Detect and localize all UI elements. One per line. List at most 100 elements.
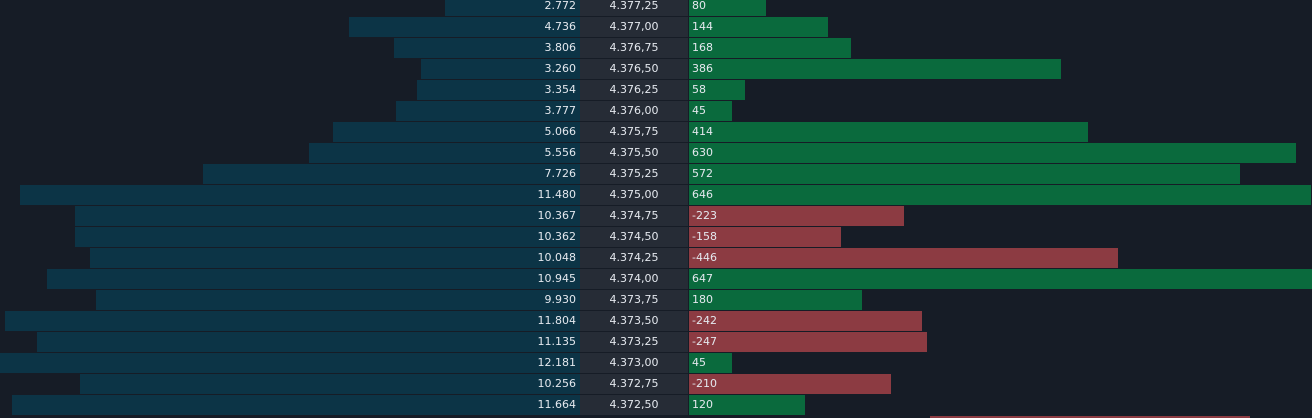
delta-cell[interactable]: 80 (689, 0, 1312, 16)
ladder-row[interactable]: 4.736 4.377,00 144 (0, 17, 1312, 37)
volume-cell[interactable]: 10.048 (0, 248, 580, 268)
ladder-row[interactable]: 10.256 4.372,75 -210 (0, 374, 1312, 394)
price-cell[interactable]: 4.374,25 (580, 248, 688, 268)
ladder-row[interactable]: 3.354 4.376,25 58 (0, 80, 1312, 100)
price-cell[interactable]: 4.374,00 (580, 269, 688, 289)
price-cell[interactable]: 4.376,25 (580, 80, 688, 100)
ladder-row[interactable]: 2.772 4.377,25 80 (0, 0, 1312, 16)
delta-value: -247 (692, 335, 717, 348)
delta-cell[interactable]: 144 (689, 17, 1312, 37)
volume-cell[interactable]: 10.362 (0, 227, 580, 247)
volume-cell[interactable]: 7.726 (0, 164, 580, 184)
volume-value: 3.777 (544, 104, 577, 117)
volume-value: 3.354 (544, 83, 577, 96)
ladder-row[interactable]: 11.135 4.373,25 -247 (0, 332, 1312, 352)
volume-bar (75, 227, 580, 247)
delta-cell[interactable]: 572 (689, 164, 1312, 184)
volume-cell[interactable]: 12.181 (0, 353, 580, 373)
volume-cell[interactable]: 11.664 (0, 395, 580, 415)
volume-cell[interactable]: 10.945 (0, 269, 580, 289)
volume-bar (203, 164, 580, 184)
ladder-row[interactable]: 11.480 4.375,00 646 (0, 185, 1312, 205)
ladder-row[interactable]: 3.260 4.376,50 386 (0, 59, 1312, 79)
volume-cell[interactable]: 9.930 (0, 290, 580, 310)
price-cell[interactable]: 4.376,50 (580, 59, 688, 79)
delta-cell[interactable]: 386 (689, 59, 1312, 79)
price-cell[interactable]: 4.372,75 (580, 374, 688, 394)
delta-cell[interactable]: -223 (689, 206, 1312, 226)
price-cell[interactable]: 4.373,50 (580, 311, 688, 331)
price-cell[interactable]: 4.372,50 (580, 395, 688, 415)
delta-value: 168 (692, 41, 713, 54)
delta-cell[interactable]: 647 (689, 269, 1312, 289)
volume-cell[interactable]: 2.772 (0, 0, 580, 16)
volume-cell[interactable]: 3.777 (0, 101, 580, 121)
ladder-row[interactable]: 11.804 4.373,50 -242 (0, 311, 1312, 331)
delta-value: 45 (692, 356, 706, 369)
delta-cell[interactable]: -247 (689, 332, 1312, 352)
price-cell[interactable]: 4.377,00 (580, 17, 688, 37)
delta-cell[interactable]: 168 (689, 38, 1312, 58)
volume-cell[interactable]: 5.556 (0, 143, 580, 163)
price-cell[interactable]: 4.373,75 (580, 290, 688, 310)
ladder-row[interactable]: 12.181 4.373,00 45 (0, 353, 1312, 373)
delta-cell[interactable]: -446 (689, 248, 1312, 268)
volume-cell[interactable]: 3.806 (0, 38, 580, 58)
price-cell[interactable]: 4.375,75 (580, 122, 688, 142)
volume-cell[interactable]: 11.135 (0, 332, 580, 352)
volume-value: 11.804 (537, 314, 577, 327)
volume-bar (37, 332, 580, 352)
volume-cell[interactable]: 3.260 (0, 59, 580, 79)
delta-bar-positive (689, 185, 1311, 205)
volume-value: 10.945 (537, 272, 577, 285)
delta-cell[interactable]: 58 (689, 80, 1312, 100)
delta-cell[interactable]: 45 (689, 101, 1312, 121)
price-cell[interactable]: 4.376,75 (580, 38, 688, 58)
price-cell[interactable]: 4.373,00 (580, 353, 688, 373)
volume-cell[interactable]: 3.354 (0, 80, 580, 100)
ladder-row[interactable]: 10.362 4.374,50 -158 (0, 227, 1312, 247)
volume-bar (445, 0, 580, 16)
ladder-row[interactable]: 5.556 4.375,50 630 (0, 143, 1312, 163)
delta-cell[interactable]: -158 (689, 227, 1312, 247)
volume-cell[interactable]: 11.480 (0, 185, 580, 205)
volume-cell[interactable]: 4.736 (0, 17, 580, 37)
price-cell[interactable]: 4.375,00 (580, 185, 688, 205)
price-cell[interactable]: 4.374,50 (580, 227, 688, 247)
ladder-row[interactable]: 10.945 4.374,00 647 (0, 269, 1312, 289)
volume-cell[interactable]: 11.804 (0, 311, 580, 331)
delta-cell[interactable]: 646 (689, 185, 1312, 205)
volume-cell[interactable]: 10.256 (0, 374, 580, 394)
delta-bar-positive (689, 269, 1312, 289)
delta-cell[interactable]: -242 (689, 311, 1312, 331)
delta-cell[interactable]: 180 (689, 290, 1312, 310)
delta-value: -242 (692, 314, 717, 327)
ladder-row[interactable]: 3.806 4.376,75 168 (0, 38, 1312, 58)
ladder-row[interactable]: 7.726 4.375,25 572 (0, 164, 1312, 184)
ladder-row[interactable]: 5.066 4.375,75 414 (0, 122, 1312, 142)
ladder-row[interactable]: 10.367 4.374,75 -223 (0, 206, 1312, 226)
delta-cell[interactable]: 414 (689, 122, 1312, 142)
price-cell[interactable]: 4.375,25 (580, 164, 688, 184)
delta-bar-negative (689, 206, 904, 226)
delta-cell[interactable]: -210 (689, 374, 1312, 394)
price-cell[interactable]: 4.377,25 (580, 0, 688, 16)
price-cell[interactable]: 4.374,75 (580, 206, 688, 226)
ladder-row[interactable]: 11.664 4.372,50 120 (0, 395, 1312, 415)
volume-value: 3.806 (544, 41, 577, 54)
delta-cell[interactable]: 120 (689, 395, 1312, 415)
ladder-row[interactable]: 10.048 4.374,25 -446 (0, 248, 1312, 268)
price-cell[interactable]: 4.375,50 (580, 143, 688, 163)
volume-cell[interactable]: 10.367 (0, 206, 580, 226)
ladder-row[interactable]: 3.777 4.376,00 45 (0, 101, 1312, 121)
delta-cell[interactable]: 630 (689, 143, 1312, 163)
delta-cell[interactable]: 45 (689, 353, 1312, 373)
delta-bar-negative (689, 227, 841, 247)
delta-value: 414 (692, 125, 713, 138)
price-cell[interactable]: 4.373,25 (580, 332, 688, 352)
price-cell[interactable]: 4.376,00 (580, 101, 688, 121)
volume-value: 11.480 (537, 188, 577, 201)
volume-cell[interactable]: 5.066 (0, 122, 580, 142)
ladder-row[interactable]: 9.930 4.373,75 180 (0, 290, 1312, 310)
delta-value: 180 (692, 293, 713, 306)
